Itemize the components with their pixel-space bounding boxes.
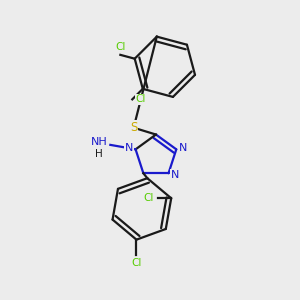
Text: Cl: Cl — [115, 41, 125, 52]
Text: N: N — [178, 143, 187, 153]
Text: N: N — [171, 170, 179, 180]
Text: H: H — [95, 149, 103, 159]
Text: NH: NH — [91, 137, 107, 148]
Text: Cl: Cl — [143, 193, 154, 203]
Text: Cl: Cl — [131, 258, 142, 268]
Text: S: S — [130, 121, 137, 134]
Text: N: N — [125, 143, 133, 153]
Text: Cl: Cl — [135, 94, 146, 104]
